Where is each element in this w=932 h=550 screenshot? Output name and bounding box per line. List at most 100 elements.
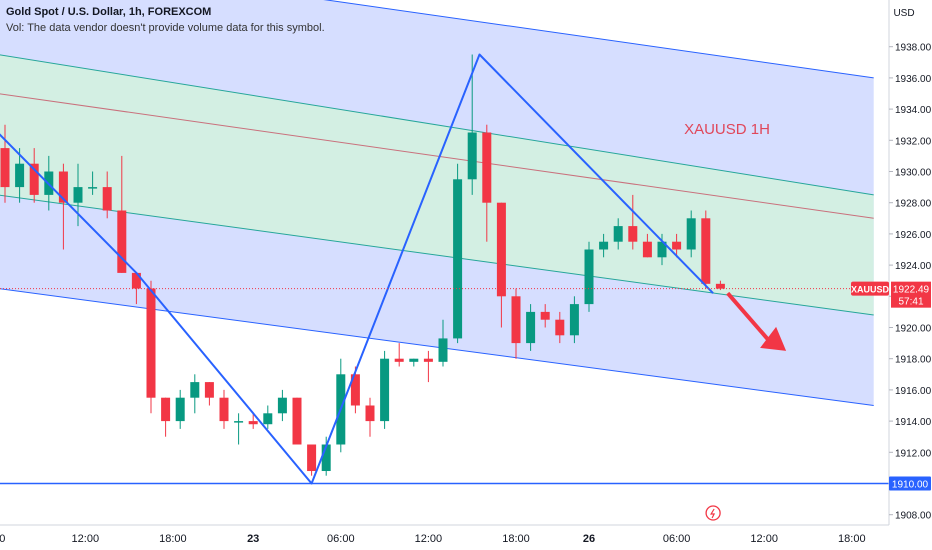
candle-body xyxy=(569,304,579,336)
candle-body xyxy=(321,444,331,472)
x-tick-label: :00 xyxy=(0,533,5,545)
candle-body xyxy=(277,397,287,414)
y-tick-label: 1936.00 xyxy=(895,74,932,85)
candle-body xyxy=(292,397,302,445)
y-tick-label: 1930.00 xyxy=(895,168,932,179)
candle xyxy=(569,296,579,344)
y-tick-label: 1912.00 xyxy=(895,448,932,459)
candle xyxy=(307,444,317,476)
candle xyxy=(321,436,331,476)
candle-body xyxy=(204,382,214,398)
candle xyxy=(102,171,112,219)
candle-body xyxy=(29,163,39,195)
candle xyxy=(380,350,390,429)
candle-body xyxy=(161,397,171,422)
event-marker-icon xyxy=(705,505,721,521)
candle-body xyxy=(175,397,185,422)
channel-upper-line xyxy=(323,0,874,79)
candle-body xyxy=(555,319,565,336)
x-tick-label: 18:00 xyxy=(838,533,866,545)
candle xyxy=(58,163,68,250)
candle-body xyxy=(701,218,711,284)
candle-body xyxy=(599,241,609,250)
candle-body xyxy=(657,241,667,258)
channel-midline xyxy=(0,93,874,219)
candle xyxy=(584,241,594,312)
candle xyxy=(277,389,287,422)
y-tick-label: 1908.00 xyxy=(895,511,932,522)
x-tick-label: 12:00 xyxy=(72,533,100,545)
chart-title: Gold Spot / U.S. Dollar, 1h, FOREXCOM xyxy=(6,6,212,18)
symbol-tag-label: XAUUSD xyxy=(851,285,890,295)
candle-body xyxy=(15,163,25,188)
candle xyxy=(686,210,696,258)
volume-note: Vol: The data vendor doesn't provide vol… xyxy=(6,22,325,34)
candle xyxy=(642,233,652,258)
candle-body xyxy=(453,179,463,339)
y-tick-label: 1920.00 xyxy=(895,324,932,335)
candle-body xyxy=(540,311,550,320)
candle xyxy=(701,210,711,289)
price-tag-value: 1922.49 xyxy=(893,285,930,296)
candle-body xyxy=(350,374,360,406)
x-tick-label: 26 xyxy=(583,533,595,545)
chart-annotation: XAUUSD 1H xyxy=(684,121,770,138)
candle xyxy=(15,148,25,203)
y-tick-label: 1924.00 xyxy=(895,261,932,272)
y-tick-label: 1916.00 xyxy=(895,386,932,397)
candle-body xyxy=(686,218,696,250)
candle-body xyxy=(613,226,623,242)
candle-body xyxy=(482,132,492,203)
candle-body xyxy=(190,382,200,398)
symbol-tag xyxy=(851,281,889,296)
candle xyxy=(336,358,346,453)
candle-body xyxy=(307,444,317,472)
zigzag-path xyxy=(0,53,714,485)
candle xyxy=(526,304,536,351)
drawings xyxy=(0,53,889,485)
candle-body xyxy=(263,413,273,425)
x-tick-label: 06:00 xyxy=(663,533,691,545)
y-tick-label: 1918.00 xyxy=(895,355,932,366)
candle xyxy=(73,163,83,227)
regression-channel xyxy=(0,0,874,406)
candle-body xyxy=(511,296,521,344)
candle xyxy=(161,397,171,437)
candle xyxy=(248,413,258,429)
candle-body xyxy=(219,397,229,422)
candle xyxy=(409,358,419,367)
candle xyxy=(365,397,375,437)
candle-body xyxy=(365,405,375,422)
candle-body xyxy=(248,421,258,425)
candle xyxy=(394,343,404,367)
y-tick-label: 1934.00 xyxy=(895,105,932,116)
candle xyxy=(234,413,244,445)
candle xyxy=(540,304,550,328)
candle-body xyxy=(146,288,156,398)
candle xyxy=(29,148,39,203)
y-tick-label: 1914.00 xyxy=(895,417,932,428)
y-tick-label: 1928.00 xyxy=(895,199,932,210)
forecast-arrow-head xyxy=(760,326,787,351)
candle xyxy=(511,288,521,359)
candle xyxy=(657,233,667,266)
candle xyxy=(672,233,682,258)
candle-body xyxy=(409,358,419,362)
candle xyxy=(467,54,477,195)
candle xyxy=(292,397,302,445)
price-countdown: 57:41 xyxy=(898,297,923,308)
y-tick-label: 1932.00 xyxy=(895,136,932,147)
candle xyxy=(496,202,506,328)
lightning-icon xyxy=(710,508,716,519)
candle xyxy=(423,350,433,383)
y-tick-label: 1938.00 xyxy=(895,43,932,54)
candle-body xyxy=(117,210,127,273)
candle-body xyxy=(58,171,68,203)
candle xyxy=(0,124,10,203)
channel-lower-line xyxy=(0,288,874,406)
candle xyxy=(131,272,141,305)
x-tick-label: 18:00 xyxy=(159,533,187,545)
candle-body xyxy=(584,249,594,305)
candle xyxy=(599,233,609,258)
